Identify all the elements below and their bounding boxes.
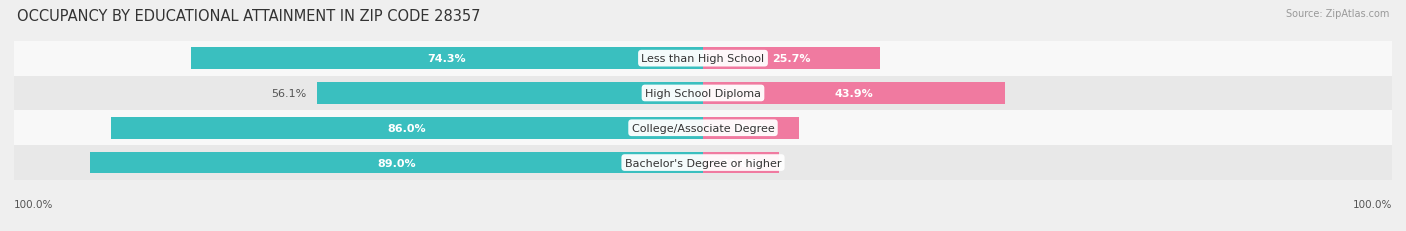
Bar (111, 118, 703, 139)
FancyBboxPatch shape (14, 76, 1392, 111)
Text: 43.9%: 43.9% (835, 88, 873, 99)
Text: 56.1%: 56.1% (271, 88, 307, 99)
FancyBboxPatch shape (14, 42, 1392, 76)
Text: 74.3%: 74.3% (427, 54, 467, 64)
Text: 100.0%: 100.0% (1353, 199, 1392, 209)
Text: Source: ZipAtlas.com: Source: ZipAtlas.com (1285, 9, 1389, 19)
Text: 14.0%: 14.0% (733, 123, 770, 133)
Bar (703, 48, 880, 70)
Text: 11.0%: 11.0% (721, 158, 761, 168)
Bar (316, 83, 703, 104)
Bar (90, 152, 703, 174)
Bar (703, 83, 1005, 104)
Text: 89.0%: 89.0% (377, 158, 416, 168)
Text: Less than High School: Less than High School (641, 54, 765, 64)
Text: 86.0%: 86.0% (388, 123, 426, 133)
Bar (191, 48, 703, 70)
Text: 25.7%: 25.7% (772, 54, 811, 64)
Text: High School Diploma: High School Diploma (645, 88, 761, 99)
Bar (703, 118, 800, 139)
Text: OCCUPANCY BY EDUCATIONAL ATTAINMENT IN ZIP CODE 28357: OCCUPANCY BY EDUCATIONAL ATTAINMENT IN Z… (17, 9, 481, 24)
Bar (703, 152, 779, 174)
FancyBboxPatch shape (14, 111, 1392, 146)
FancyBboxPatch shape (14, 146, 1392, 180)
Text: Bachelor's Degree or higher: Bachelor's Degree or higher (624, 158, 782, 168)
Text: 100.0%: 100.0% (14, 199, 53, 209)
Text: College/Associate Degree: College/Associate Degree (631, 123, 775, 133)
